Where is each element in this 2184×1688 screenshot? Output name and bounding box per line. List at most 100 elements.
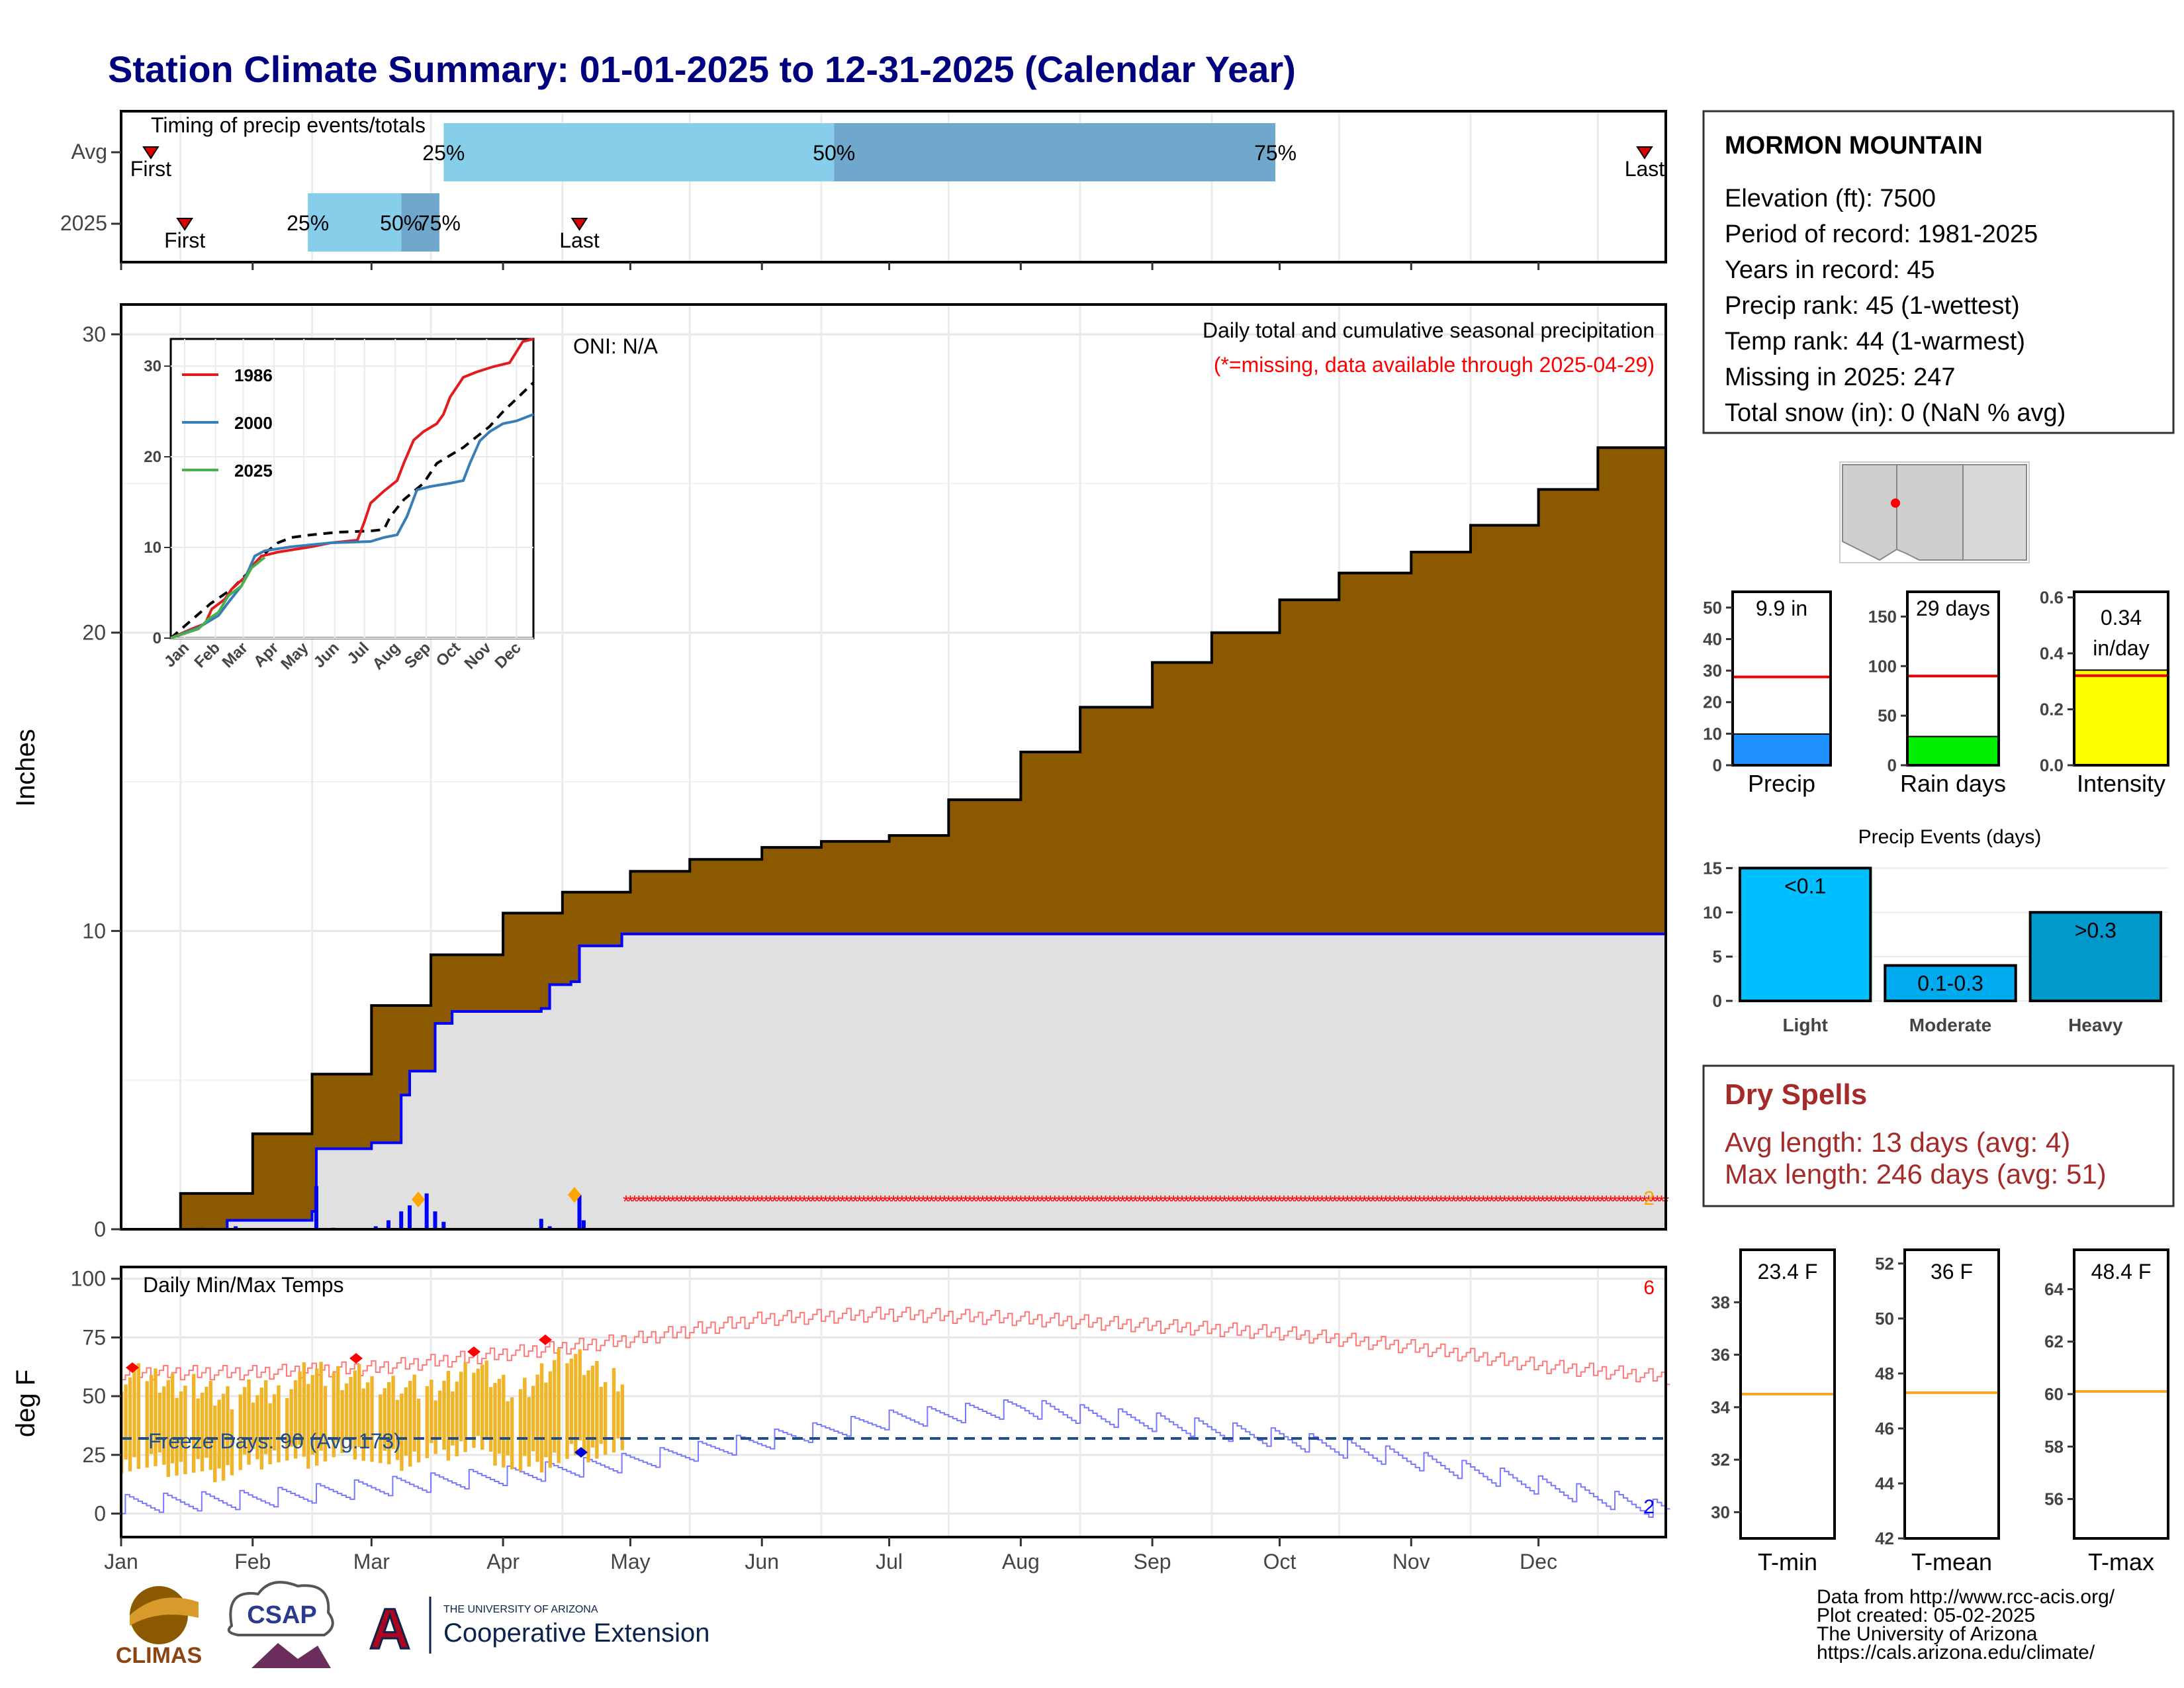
gauge-tick-label: 50	[1703, 598, 1722, 618]
ua-logo: A THE UNIVERSITY OF ARIZONA Cooperative …	[363, 1597, 709, 1662]
inset-1986-line	[170, 338, 534, 639]
missing-marker: *	[1200, 1192, 1206, 1211]
gauge-tick-label: 50	[1878, 706, 1897, 726]
missing-marker: *	[1573, 1192, 1580, 1211]
tgauge-tick-label: 30	[1711, 1502, 1730, 1522]
missing-marker: *	[1030, 1192, 1037, 1211]
daily-temp-bar	[539, 1363, 544, 1473]
missing-marker: *	[661, 1192, 668, 1211]
month-axis-label: May	[610, 1550, 650, 1573]
missing-marker: *	[1009, 1192, 1015, 1211]
missing-marker: *	[1387, 1192, 1393, 1211]
tgauge-tick-label: 62	[2044, 1332, 2064, 1352]
rain-days-gauge-axis: 0 50 100 150	[1868, 606, 1907, 775]
missing-marker: *	[924, 1192, 931, 1211]
precip-caption: Daily total and cumulative seasonal prec…	[1203, 318, 1655, 342]
missing-marker: *	[686, 1192, 693, 1211]
inset-ytick-label: 0	[153, 630, 161, 647]
missing-marker: *	[1107, 1192, 1113, 1211]
missing-marker: *	[1522, 1192, 1529, 1211]
missing-marker: *	[1480, 1192, 1486, 1211]
csap-logo-mountains	[251, 1643, 331, 1668]
daily-temp-bar	[226, 1386, 230, 1466]
gauge-tick-label: 0.6	[2040, 587, 2064, 607]
missing-marker: *	[1124, 1192, 1130, 1211]
station-line: Total snow (in): 0 (NaN % avg)	[1725, 399, 2066, 427]
tgauge-tick-label: 60	[2044, 1384, 2064, 1404]
missing-marker: *	[682, 1192, 689, 1211]
missing-marker: *	[1578, 1192, 1584, 1211]
missing-marker: *	[1471, 1192, 1478, 1211]
missing-marker: *	[1395, 1192, 1402, 1211]
missing-marker: *	[699, 1192, 705, 1211]
missing-marker: *	[788, 1192, 795, 1211]
daily-temp-bar	[595, 1360, 599, 1459]
missing-marker: *	[1191, 1192, 1198, 1211]
missing-marker: *	[1391, 1192, 1398, 1211]
missing-marker: *	[1153, 1192, 1160, 1211]
missing-marker: *	[1654, 1192, 1661, 1211]
precip-gauge-label: Precip	[1748, 770, 1815, 797]
missing-marker: *	[962, 1192, 969, 1211]
inset-ytick-label: 20	[144, 448, 161, 466]
daily-temp-bar	[527, 1397, 531, 1467]
missing-marker: *	[1183, 1192, 1189, 1211]
missing-marker: *	[1645, 1192, 1652, 1211]
missing-marker: *	[1302, 1192, 1308, 1211]
timing-avg-p50-label: 50%	[813, 141, 855, 165]
daily-temp-bar	[437, 1390, 442, 1439]
oni-label: ONI: N/A	[573, 334, 659, 358]
tgauge-tick-label: 56	[2044, 1489, 2064, 1509]
inset-2000-line	[170, 413, 534, 639]
missing-marker: *	[899, 1192, 905, 1211]
daily-temp-bar	[361, 1388, 365, 1461]
missing-marker: *	[894, 1192, 901, 1211]
daily-temp-bar	[242, 1387, 247, 1455]
missing-marker: *	[1268, 1192, 1275, 1211]
record-low-marker	[574, 1447, 588, 1458]
tgauge-tick-label: 32	[1711, 1450, 1730, 1470]
precip-ytick-label: 30	[82, 322, 106, 346]
events-bar	[1884, 964, 2017, 1002]
missing-marker: *	[1332, 1192, 1338, 1211]
freeze-days-label: Freeze Days: 90 (Avg:173)	[148, 1429, 401, 1453]
missing-marker: *	[1276, 1192, 1283, 1211]
missing-marker: *	[763, 1192, 770, 1211]
missing-marker: *	[1637, 1192, 1643, 1211]
timing-2025-p50-label: 50%	[380, 211, 422, 235]
missing-marker: *	[1348, 1192, 1355, 1211]
daily-temp-bar	[442, 1380, 446, 1450]
missing-marker: *	[864, 1192, 871, 1211]
daily-temp-bar	[175, 1397, 179, 1476]
ua-logo-block	[363, 1598, 417, 1652]
missing-marker: *	[886, 1192, 893, 1211]
station-line: Missing in 2025: 247	[1725, 363, 1956, 391]
missing-marker: *	[848, 1192, 854, 1211]
intensity-gauge-value: 0.34	[2101, 606, 2142, 630]
daily-temp-bar	[196, 1398, 200, 1460]
timing-2025-first-marker	[176, 218, 194, 231]
missing-marker: *	[954, 1192, 960, 1211]
rain-days-gauge-value: 29 days	[1916, 596, 1990, 620]
daily-temp-bar	[400, 1393, 404, 1471]
missing-marker: *	[644, 1192, 651, 1211]
timing-2025-second-half-bar	[401, 193, 439, 252]
missing-marker: *	[1497, 1192, 1504, 1211]
daily-temp-bar	[620, 1384, 625, 1450]
missing-marker: *	[1659, 1192, 1665, 1211]
daily-precip-bar	[547, 1226, 552, 1229]
missing-marker: *	[1467, 1192, 1474, 1211]
timing-avg-first-half-bar	[443, 123, 835, 181]
missing-marker: *	[1001, 1192, 1007, 1211]
missing-marker: *	[1374, 1192, 1381, 1211]
daily-temp-bar	[332, 1372, 336, 1458]
timing-bottom-ticks	[120, 262, 1540, 270]
precip-events-chart: Precip Events (days) <0.1 0.1-0.3 >0.3 0 5 1…	[1703, 826, 2168, 1035]
timing-avg-last-label: Last	[1625, 157, 1665, 181]
events-bar	[2028, 911, 2163, 1002]
timing-title: Timing of precip events/totals	[151, 113, 426, 137]
missing-marker: *	[1293, 1192, 1300, 1211]
missing-marker: *	[1103, 1192, 1109, 1211]
missing-marker: *	[822, 1192, 829, 1211]
